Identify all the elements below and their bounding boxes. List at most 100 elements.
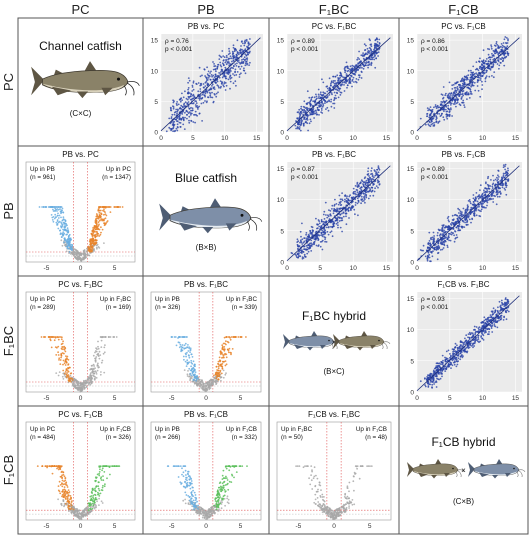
scatter-point	[226, 56, 228, 59]
volcano-point	[54, 207, 57, 210]
scatter-point	[500, 299, 503, 302]
scatter-point	[341, 230, 343, 233]
scatter-point	[322, 81, 325, 84]
scatter-point	[442, 97, 444, 100]
scatter-point	[327, 109, 330, 112]
scatter-point	[367, 178, 370, 181]
row-header: PC	[1, 73, 16, 91]
scatter-point	[176, 101, 179, 103]
scatter-point	[326, 106, 329, 109]
scatter-point	[348, 195, 351, 198]
scatter-point	[298, 108, 301, 111]
volcano-point	[62, 228, 64, 231]
scatter-point	[367, 197, 370, 200]
scatter-point	[458, 103, 461, 106]
scatter-point	[298, 127, 301, 130]
scatter-point	[222, 55, 225, 57]
scatter-point	[206, 91, 209, 94]
scatter-point	[294, 124, 297, 127]
scatter-point	[436, 234, 439, 237]
scatter-point	[377, 165, 380, 168]
scatter-point	[345, 82, 347, 84]
scatter-point	[447, 235, 450, 237]
species-name: Channel catfish	[39, 39, 122, 53]
scatter-point	[339, 94, 342, 96]
scatter-point	[345, 215, 347, 218]
scatter-point	[506, 51, 509, 53]
volcano-point	[60, 356, 62, 359]
scatter-point	[476, 85, 479, 87]
scatter-point	[474, 329, 476, 331]
scatter-point	[333, 203, 336, 206]
scatter-point	[457, 227, 460, 230]
scatter-point	[374, 66, 377, 69]
volcano-point	[65, 233, 68, 236]
scatter-point	[239, 68, 242, 70]
scatter-point	[308, 96, 311, 99]
scatter-point	[315, 237, 317, 240]
volcano-point	[62, 234, 65, 236]
scatter-point	[324, 201, 327, 204]
scatter-point	[470, 332, 473, 334]
scatter-point	[315, 110, 317, 112]
scatter-point	[489, 58, 492, 61]
scatter-point	[189, 95, 192, 98]
scatter-point	[490, 45, 493, 48]
y-tick-label: 10	[407, 327, 415, 334]
scatter-point	[332, 81, 335, 84]
scatter-point	[317, 93, 320, 96]
scatter-point	[504, 163, 507, 166]
scatter-point	[199, 90, 202, 93]
volcano-point	[59, 232, 62, 235]
scatter-point	[363, 43, 366, 46]
scatter-point	[466, 221, 468, 224]
scatter-point	[351, 64, 354, 67]
scatter-point	[176, 120, 179, 123]
scatter-point	[188, 121, 191, 124]
scatter-point	[357, 57, 359, 59]
scatter-point	[485, 187, 488, 190]
scatter-point	[483, 200, 486, 203]
volcano-point	[95, 222, 97, 225]
scatter-point	[481, 80, 483, 83]
scatter-point	[507, 38, 509, 40]
volcano-point	[41, 206, 43, 208]
volcano-point	[84, 255, 87, 258]
scatter-point	[170, 116, 173, 118]
x-tick-label: 15	[512, 265, 520, 272]
scatter-point	[197, 82, 200, 84]
volcano-point	[95, 235, 98, 238]
y-tick-label: 10	[277, 197, 285, 204]
scatter-point	[240, 65, 243, 68]
scatter-point	[427, 251, 430, 254]
species-name: F₁CB hybrid	[431, 435, 495, 449]
volcano-point	[58, 371, 61, 373]
scatter-point	[315, 235, 318, 238]
scatter-point	[305, 232, 308, 234]
scatter-point	[437, 362, 440, 365]
scatter-point	[501, 186, 504, 189]
scatter-point	[358, 190, 361, 193]
scatter-point	[326, 87, 329, 90]
volcano-point	[55, 221, 58, 224]
volcano-point	[62, 221, 65, 224]
scatter-point	[337, 203, 340, 206]
scatter-point	[371, 178, 374, 180]
scatter-point	[360, 186, 363, 189]
scatter-point	[451, 84, 454, 87]
scatter-point	[435, 381, 438, 383]
scatter-point	[459, 88, 462, 91]
scatter-point	[487, 53, 490, 56]
scatter-point	[302, 113, 305, 116]
volcano-point	[95, 213, 98, 215]
scatter-point	[471, 81, 474, 84]
scatter-point	[334, 75, 337, 78]
scatter-point	[499, 309, 502, 311]
scatter-point	[479, 65, 482, 68]
scatter-point	[495, 48, 497, 50]
scatter-point	[200, 84, 203, 86]
scatter-point	[349, 65, 352, 68]
scatter-point	[310, 120, 312, 123]
scatter-point	[213, 63, 216, 65]
scatter-point	[242, 50, 245, 53]
